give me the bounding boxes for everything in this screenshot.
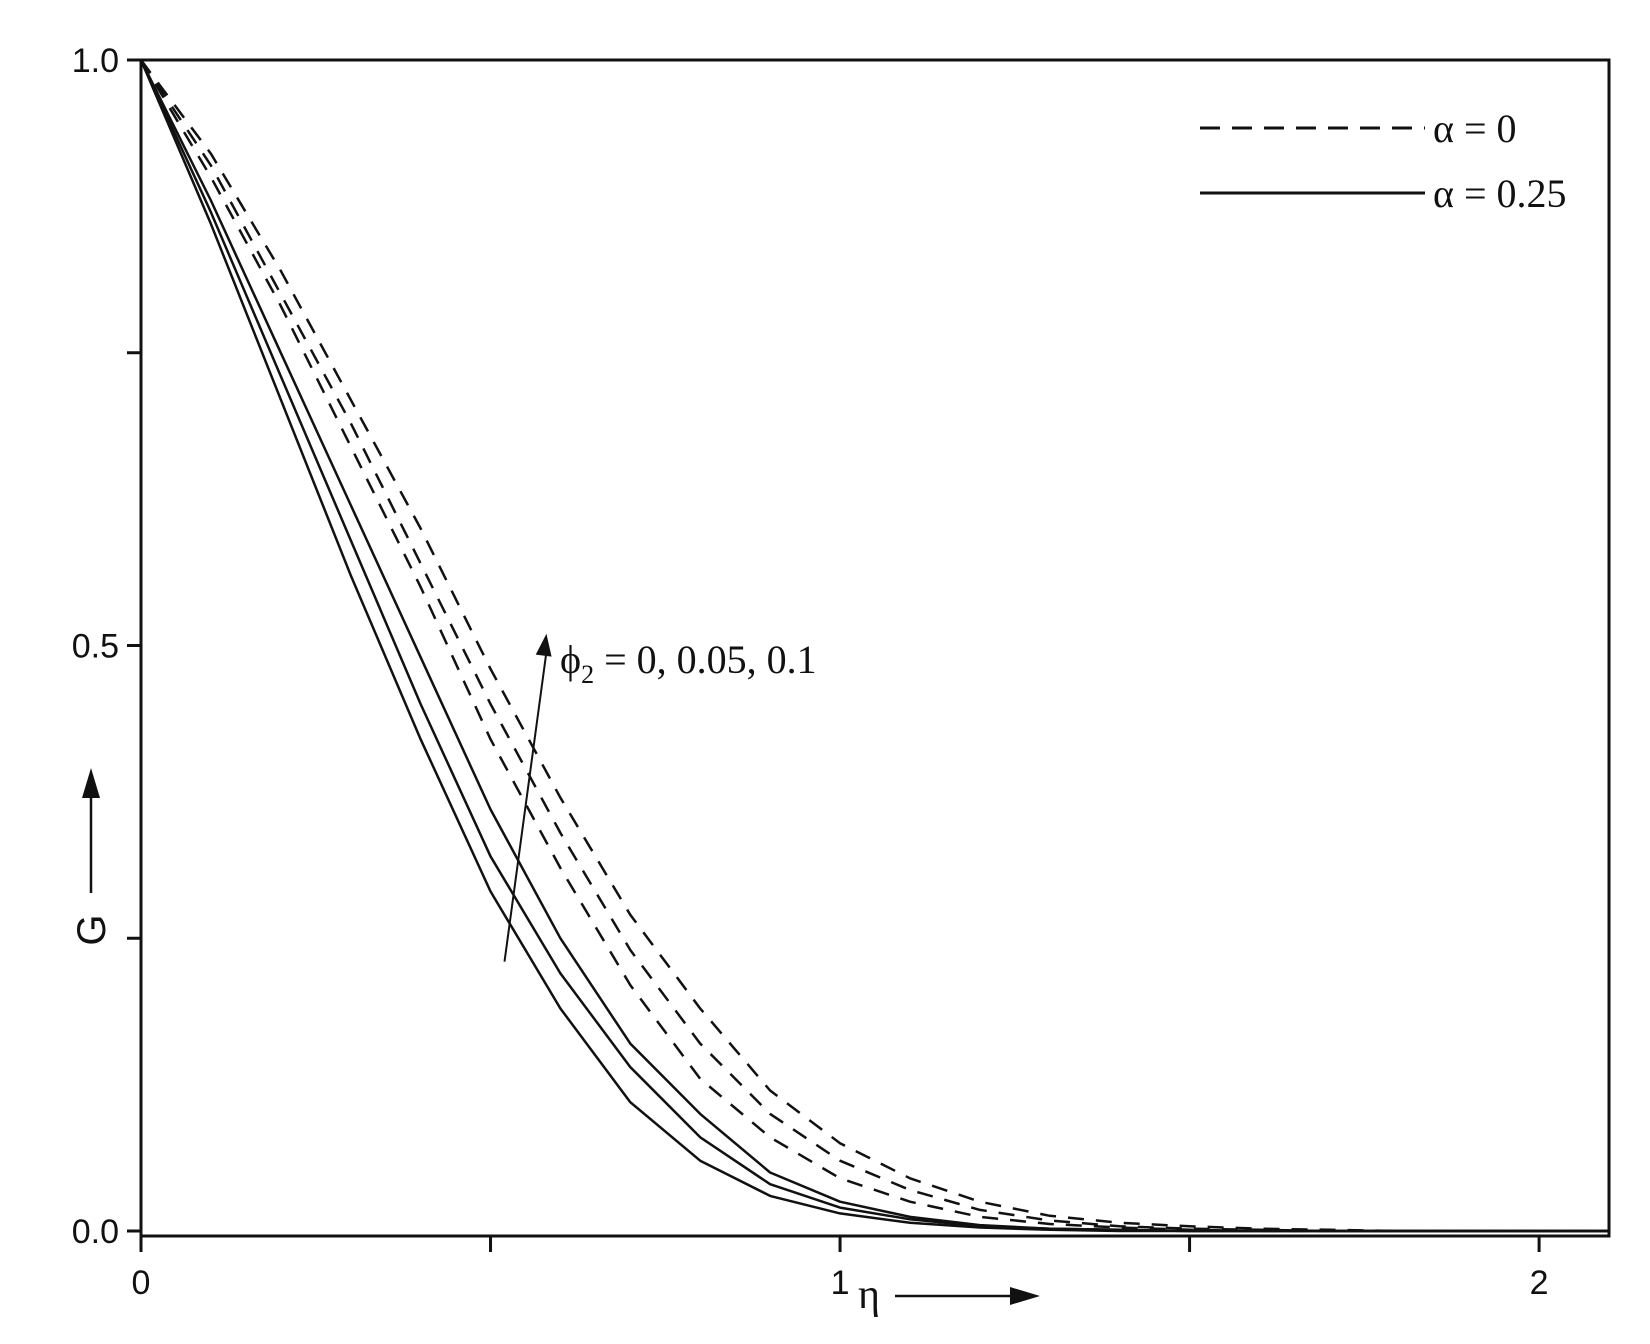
x-tick-label: 0 <box>132 1264 151 1302</box>
annotation-arrow-shaft <box>503 651 548 962</box>
axis-ticks: 0 1 2 0.0 0.5 1.0 <box>72 42 1549 1302</box>
series-group <box>139 59 1609 1233</box>
legend-label: α = 0.25 <box>1433 171 1567 216</box>
y-tick-label: 0.0 <box>72 1213 119 1251</box>
legend-label: α = 0 <box>1433 106 1517 151</box>
y-tick-label: 1.0 <box>72 42 119 80</box>
legend: α = 0 α = 0.25 <box>1200 106 1567 216</box>
series-line-dashed-4 <box>139 59 1609 1233</box>
x-axis-arrow-head <box>1010 1287 1040 1305</box>
series-line-dashed-5 <box>139 59 1609 1233</box>
series-line-dashed-6 <box>139 59 1609 1233</box>
phi-annotation: ϕ2 = 0, 0.05, 0.1 <box>503 633 817 962</box>
series-line-solid-1 <box>139 59 1609 1233</box>
series-line-solid-2 <box>139 59 1609 1233</box>
plot-frame <box>139 58 1611 1238</box>
y-tick-label: 0.5 <box>72 628 119 666</box>
annotation-arrow-head <box>535 633 552 657</box>
series-line-solid-3 <box>139 59 1609 1233</box>
axis-labels: ηG <box>70 768 1040 1318</box>
annotation-label: ϕ2 = 0, 0.05, 0.1 <box>560 637 817 689</box>
x-axis-label: η <box>858 1272 880 1318</box>
y-axis-arrow-head <box>82 768 100 798</box>
x-tick-label: 1 <box>831 1264 850 1302</box>
x-tick-label: 2 <box>1530 1264 1549 1302</box>
y-axis-label: G <box>70 914 114 945</box>
